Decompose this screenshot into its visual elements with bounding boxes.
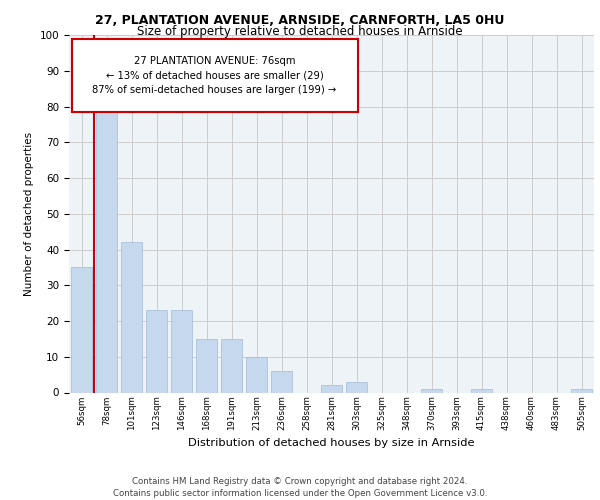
Bar [321, 386, 342, 392]
Y-axis label: Number of detached properties: Number of detached properties [24, 132, 34, 296]
Bar [71, 268, 92, 392]
Text: Size of property relative to detached houses in Arnside: Size of property relative to detached ho… [137, 25, 463, 38]
Bar [271, 371, 292, 392]
Bar [121, 242, 142, 392]
Bar [471, 389, 492, 392]
Bar [146, 310, 167, 392]
Bar [221, 339, 242, 392]
Text: 27 PLANTATION AVENUE: 76sqm
← 13% of detached houses are smaller (29)
87% of sem: 27 PLANTATION AVENUE: 76sqm ← 13% of det… [92, 56, 337, 95]
Text: Contains HM Land Registry data © Crown copyright and database right 2024.
Contai: Contains HM Land Registry data © Crown c… [113, 476, 487, 498]
Bar [96, 110, 117, 393]
Bar [421, 389, 442, 392]
Bar [246, 357, 267, 392]
Bar [196, 339, 217, 392]
Bar [171, 310, 192, 392]
X-axis label: Distribution of detached houses by size in Arnside: Distribution of detached houses by size … [188, 438, 475, 448]
Bar [346, 382, 367, 392]
FancyBboxPatch shape [71, 38, 358, 112]
Text: 27, PLANTATION AVENUE, ARNSIDE, CARNFORTH, LA5 0HU: 27, PLANTATION AVENUE, ARNSIDE, CARNFORT… [95, 14, 505, 27]
Bar [571, 389, 592, 392]
